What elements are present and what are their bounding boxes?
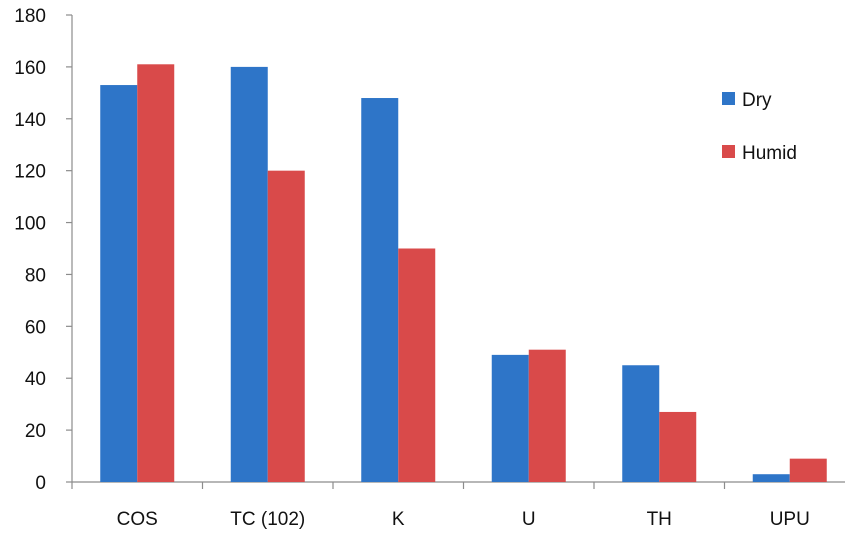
bar-humid-4	[659, 411, 697, 482]
y-tick-label: 160	[14, 58, 46, 79]
x-tick-label: TH	[647, 509, 672, 530]
legend-label-dry: Dry	[742, 90, 772, 111]
bar-humid-5	[789, 458, 827, 482]
y-tick-label: 140	[14, 110, 46, 131]
y-tick-label: 100	[14, 214, 46, 235]
y-tick-label: 80	[25, 265, 46, 286]
axes: 0 20 40 60 80 100 120 140 160 180 COS TC (102) K U TH U…	[14, 6, 845, 530]
legend-swatch-humid	[722, 145, 735, 158]
bars	[100, 64, 827, 483]
x-tick-label: U	[522, 509, 536, 530]
y-tick-label: 120	[14, 162, 46, 183]
x-tick-label: TC (102)	[230, 509, 305, 530]
x-tick-label: UPU	[770, 509, 810, 530]
bar-humid-0	[137, 64, 175, 483]
bar-dry-2	[361, 98, 399, 483]
bar-humid-2	[398, 248, 436, 482]
bar-dry-4	[622, 365, 660, 482]
y-tick-label: 60	[25, 317, 46, 338]
legend-swatch-dry	[722, 92, 735, 105]
y-tick-label: 40	[25, 369, 46, 390]
legend-label-humid: Humid	[742, 143, 797, 164]
bar-dry-0	[100, 85, 138, 483]
x-tick-label: COS	[117, 509, 158, 530]
bar-dry-1	[230, 66, 268, 482]
bar-dry-3	[491, 354, 529, 482]
y-tick-label: 0	[35, 473, 46, 494]
bar-dry-5	[752, 474, 790, 482]
y-tick-label: 180	[14, 6, 46, 27]
legend: Dry Humid	[722, 90, 797, 164]
y-tick-label: 20	[25, 421, 46, 442]
bar-humid-1	[267, 170, 305, 482]
bar-humid-3	[528, 349, 566, 482]
x-tick-label: K	[392, 509, 405, 530]
